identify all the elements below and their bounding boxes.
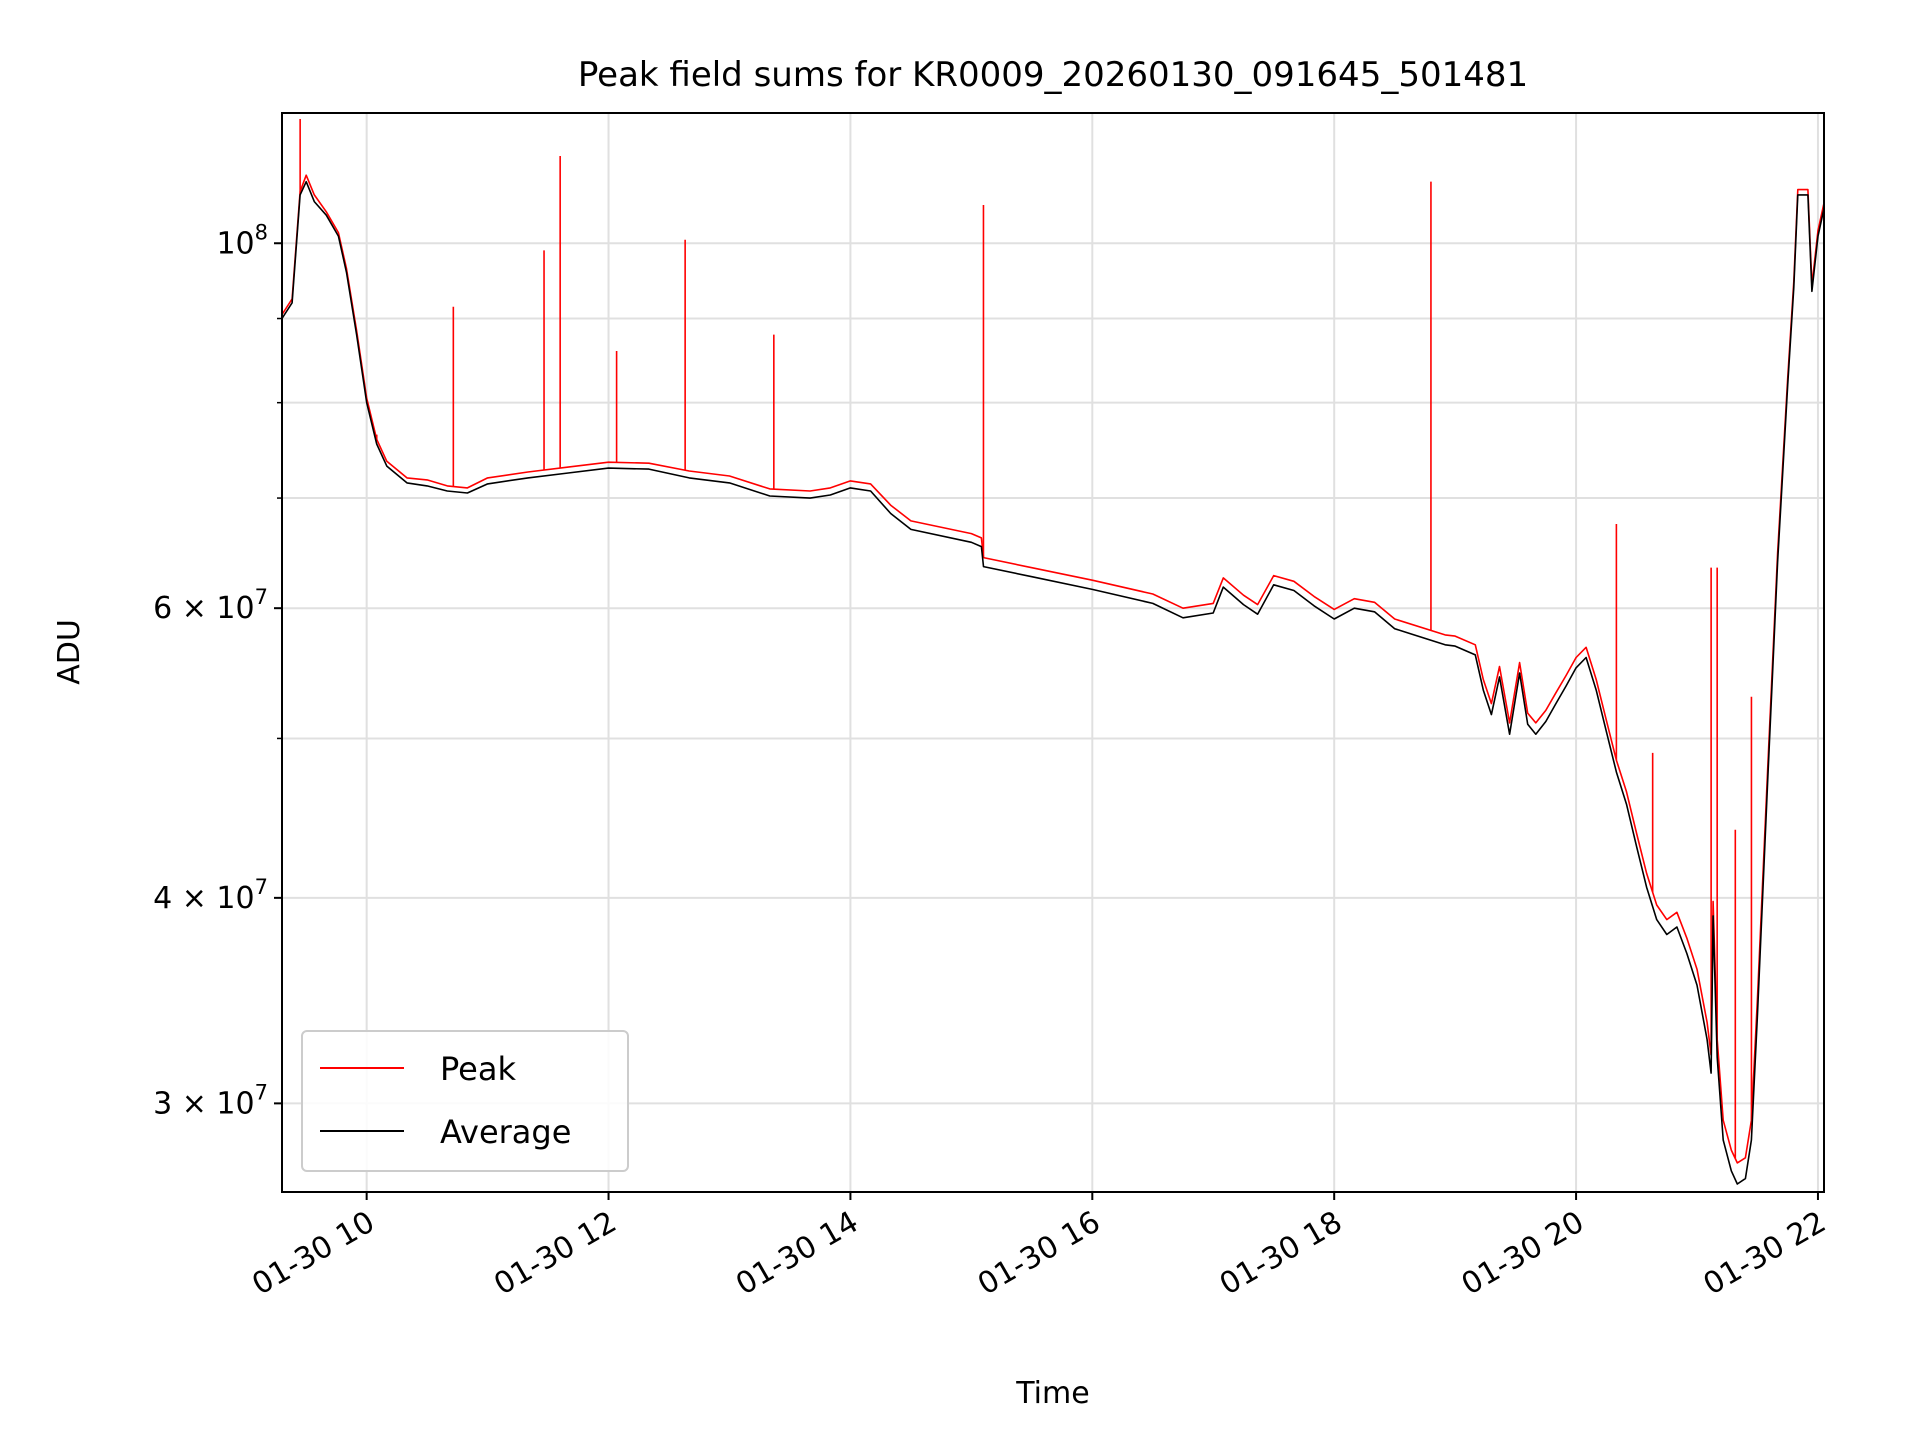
y-tick-exponent: 7 — [255, 585, 268, 609]
legend: Peak Average — [301, 1030, 629, 1172]
series-line-average — [281, 180, 1825, 1185]
legend-label-average: Average — [440, 1113, 571, 1151]
y-tick-base: 4 × 10 — [153, 881, 254, 916]
x-axis-label: Time — [1015, 1376, 1089, 1411]
y-tick-label: 4 × 107 — [153, 875, 268, 916]
series-lines — [281, 118, 1825, 1185]
y-tick-label: 108 — [216, 220, 268, 261]
y-tick-label: 3 × 107 — [153, 1080, 268, 1121]
y-tick-exponent: 8 — [255, 220, 268, 244]
y-tick-base: 10 — [216, 226, 254, 261]
y-tick-exponent: 7 — [255, 1080, 268, 1104]
y-tick-label: 6 × 107 — [153, 585, 268, 626]
y-tick-base: 6 × 10 — [153, 591, 254, 626]
y-axis-label: ADU — [52, 619, 87, 685]
y-tick-base: 3 × 10 — [153, 1086, 254, 1121]
y-tick-exponent: 7 — [255, 875, 268, 899]
chart-title: Peak field sums for KR0009_20260130_0916… — [578, 55, 1528, 95]
legend-label-peak: Peak — [440, 1050, 516, 1088]
legend-box — [301, 1030, 629, 1172]
plot-frame — [281, 112, 1825, 1193]
